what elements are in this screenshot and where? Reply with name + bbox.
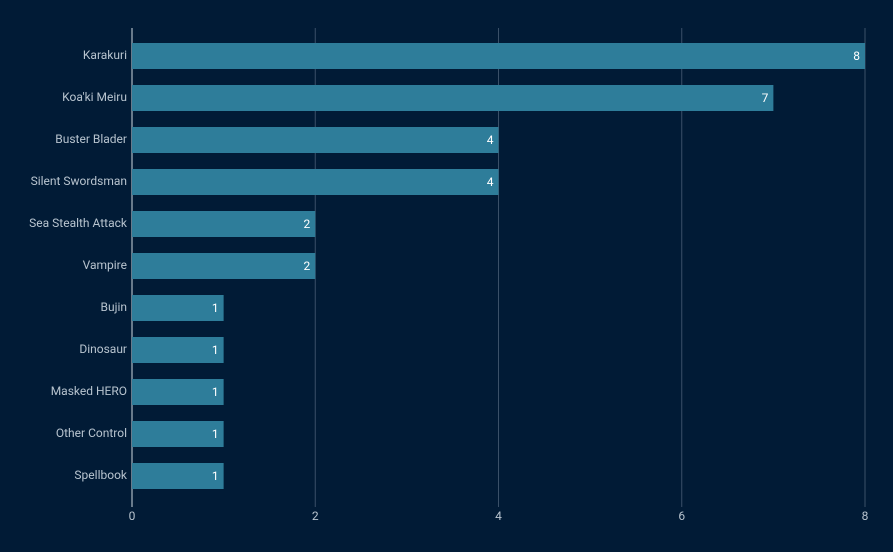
data-label: 8 [853,49,860,63]
bar [132,211,316,237]
data-label: 1 [212,343,219,357]
y-tick-label: Buster Blader [55,132,127,146]
x-tick-label: 0 [129,509,136,523]
y-tick-label: Vampire [83,258,127,272]
y-tick-label: Spellbook [74,468,127,482]
y-tick-label: Koa'ki Meiru [62,90,127,104]
bar [132,379,224,405]
y-tick-label: Karakuri [83,48,127,62]
bar [132,43,865,69]
y-tick-label: Bujin [100,300,127,314]
bar [132,85,774,111]
data-label: 1 [212,301,219,315]
bar [132,127,499,153]
data-label: 2 [304,217,311,231]
bar [132,337,224,363]
y-tick-label: Dinosaur [79,342,127,356]
x-tick-label: 4 [495,509,502,523]
bar [132,463,224,489]
x-tick-label: 2 [312,509,319,523]
y-tick-label: Other Control [56,426,127,440]
x-tick-label: 6 [678,509,685,523]
bar [132,169,499,195]
bar [132,421,224,447]
data-label: 7 [762,91,769,105]
bar [132,253,316,279]
x-tick-label: 8 [862,509,869,523]
bar [132,295,224,321]
data-label: 1 [212,385,219,399]
y-tick-label: Silent Swordsman [31,174,127,188]
data-label: 4 [487,175,494,189]
data-label: 1 [212,427,219,441]
data-label: 2 [304,259,311,273]
data-label: 1 [212,469,219,483]
data-label: 4 [487,133,494,147]
y-tick-label: Sea Stealth Attack [29,216,128,230]
y-tick-label: Masked HERO [51,384,127,398]
